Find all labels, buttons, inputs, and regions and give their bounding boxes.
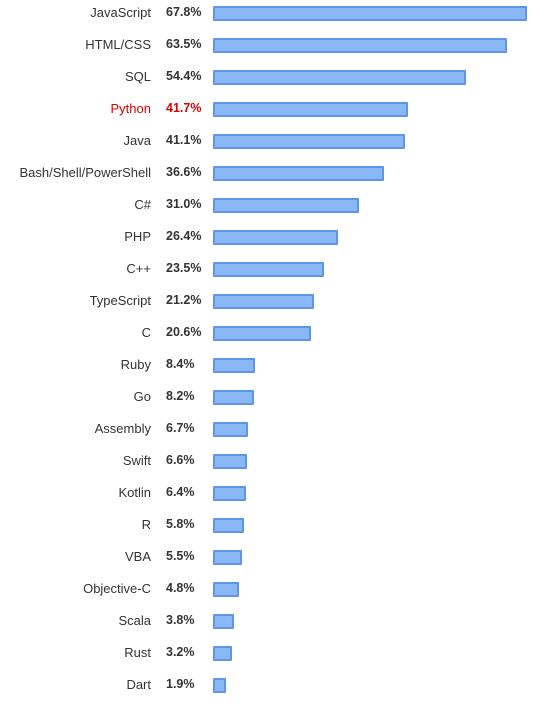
bar	[213, 422, 248, 437]
bar	[213, 358, 255, 373]
category-label: HTML/CSS	[85, 37, 151, 52]
value-label: 8.4%	[166, 357, 195, 371]
bar	[213, 518, 244, 533]
value-label: 1.9%	[166, 677, 195, 691]
category-label: Go	[133, 389, 151, 404]
bar-row: JavaScript 67.8%	[0, 0, 533, 32]
category-label: Bash/Shell/PowerShell	[19, 165, 151, 180]
category-label: Kotlin	[118, 485, 151, 500]
value-label: 21.2%	[166, 293, 202, 307]
bar-row: Ruby 8.4%	[0, 352, 533, 384]
category-label: Swift	[122, 453, 151, 468]
bar-row: Go 8.2%	[0, 384, 533, 416]
bar	[213, 6, 527, 21]
bar	[213, 38, 507, 53]
bar	[213, 198, 359, 213]
bar-row: R 5.8%	[0, 512, 533, 544]
value-label: 41.1%	[166, 133, 202, 147]
category-label: Ruby	[120, 357, 151, 372]
bar-row: Java 41.1%	[0, 128, 533, 160]
value-label: 8.2%	[166, 389, 195, 403]
category-label: C	[141, 325, 151, 340]
bar-row: C# 31.0%	[0, 192, 533, 224]
bar	[213, 262, 324, 277]
bar-row: Scala 3.8%	[0, 608, 533, 640]
value-label: 3.8%	[166, 613, 195, 627]
bar	[213, 614, 234, 629]
bar-row: PHP 26.4%	[0, 224, 533, 256]
category-label: Rust	[124, 645, 151, 660]
value-label: 26.4%	[166, 229, 202, 243]
bar	[213, 230, 338, 245]
bar	[213, 678, 226, 693]
bar-row: VBA 5.5%	[0, 544, 533, 576]
bar-row: Dart 1.9%	[0, 672, 533, 704]
bar-row: HTML/CSS 63.5%	[0, 32, 533, 64]
bar-row: Objective-C 4.8%	[0, 576, 533, 608]
category-label: Objective-C	[83, 581, 151, 596]
value-label: 41.7%	[166, 101, 202, 115]
value-label: 20.6%	[166, 325, 202, 339]
category-label: VBA	[124, 549, 151, 564]
bar-row: Kotlin 6.4%	[0, 480, 533, 512]
category-label: JavaScript	[90, 5, 151, 20]
category-label: Scala	[118, 613, 151, 628]
value-label: 5.8%	[166, 517, 195, 531]
bar	[213, 294, 314, 309]
value-label: 31.0%	[166, 197, 202, 211]
bar	[213, 326, 311, 341]
bar	[213, 582, 239, 597]
category-label: Assembly	[94, 421, 151, 436]
bar-row: Assembly 6.7%	[0, 416, 533, 448]
bar-row: SQL 54.4%	[0, 64, 533, 96]
category-label: SQL	[124, 69, 151, 84]
category-label: PHP	[124, 229, 151, 244]
bar-row: Bash/Shell/PowerShell 36.6%	[0, 160, 533, 192]
bar	[213, 166, 384, 181]
value-label: 4.8%	[166, 581, 195, 595]
value-label: 63.5%	[166, 37, 202, 51]
value-label: 54.4%	[166, 69, 202, 83]
bar	[213, 486, 246, 501]
bar-row: C 20.6%	[0, 320, 533, 352]
value-label: 23.5%	[166, 261, 202, 275]
category-label: TypeScript	[89, 293, 151, 308]
category-label: Python	[110, 101, 151, 116]
category-label: R	[141, 517, 151, 532]
bar-row: C++ 23.5%	[0, 256, 533, 288]
category-label: C++	[126, 261, 151, 276]
category-label: Dart	[126, 677, 151, 692]
bar-row: TypeScript 21.2%	[0, 288, 533, 320]
value-label: 6.6%	[166, 453, 195, 467]
value-label: 5.5%	[166, 549, 195, 563]
value-label: 6.7%	[166, 421, 195, 435]
value-label: 3.2%	[166, 645, 195, 659]
value-label: 67.8%	[166, 5, 202, 19]
category-label: Java	[123, 133, 151, 148]
bar	[213, 550, 242, 565]
bar	[213, 134, 405, 149]
bar	[213, 102, 408, 117]
bar	[213, 70, 466, 85]
bar-row: Rust 3.2%	[0, 640, 533, 672]
value-label: 36.6%	[166, 165, 202, 179]
bar-row: Python 41.7%	[0, 96, 533, 128]
bar	[213, 454, 247, 469]
bar	[213, 646, 232, 661]
category-label: C#	[134, 197, 151, 212]
bar	[213, 390, 254, 405]
bar-row: Swift 6.6%	[0, 448, 533, 480]
value-label: 6.4%	[166, 485, 195, 499]
